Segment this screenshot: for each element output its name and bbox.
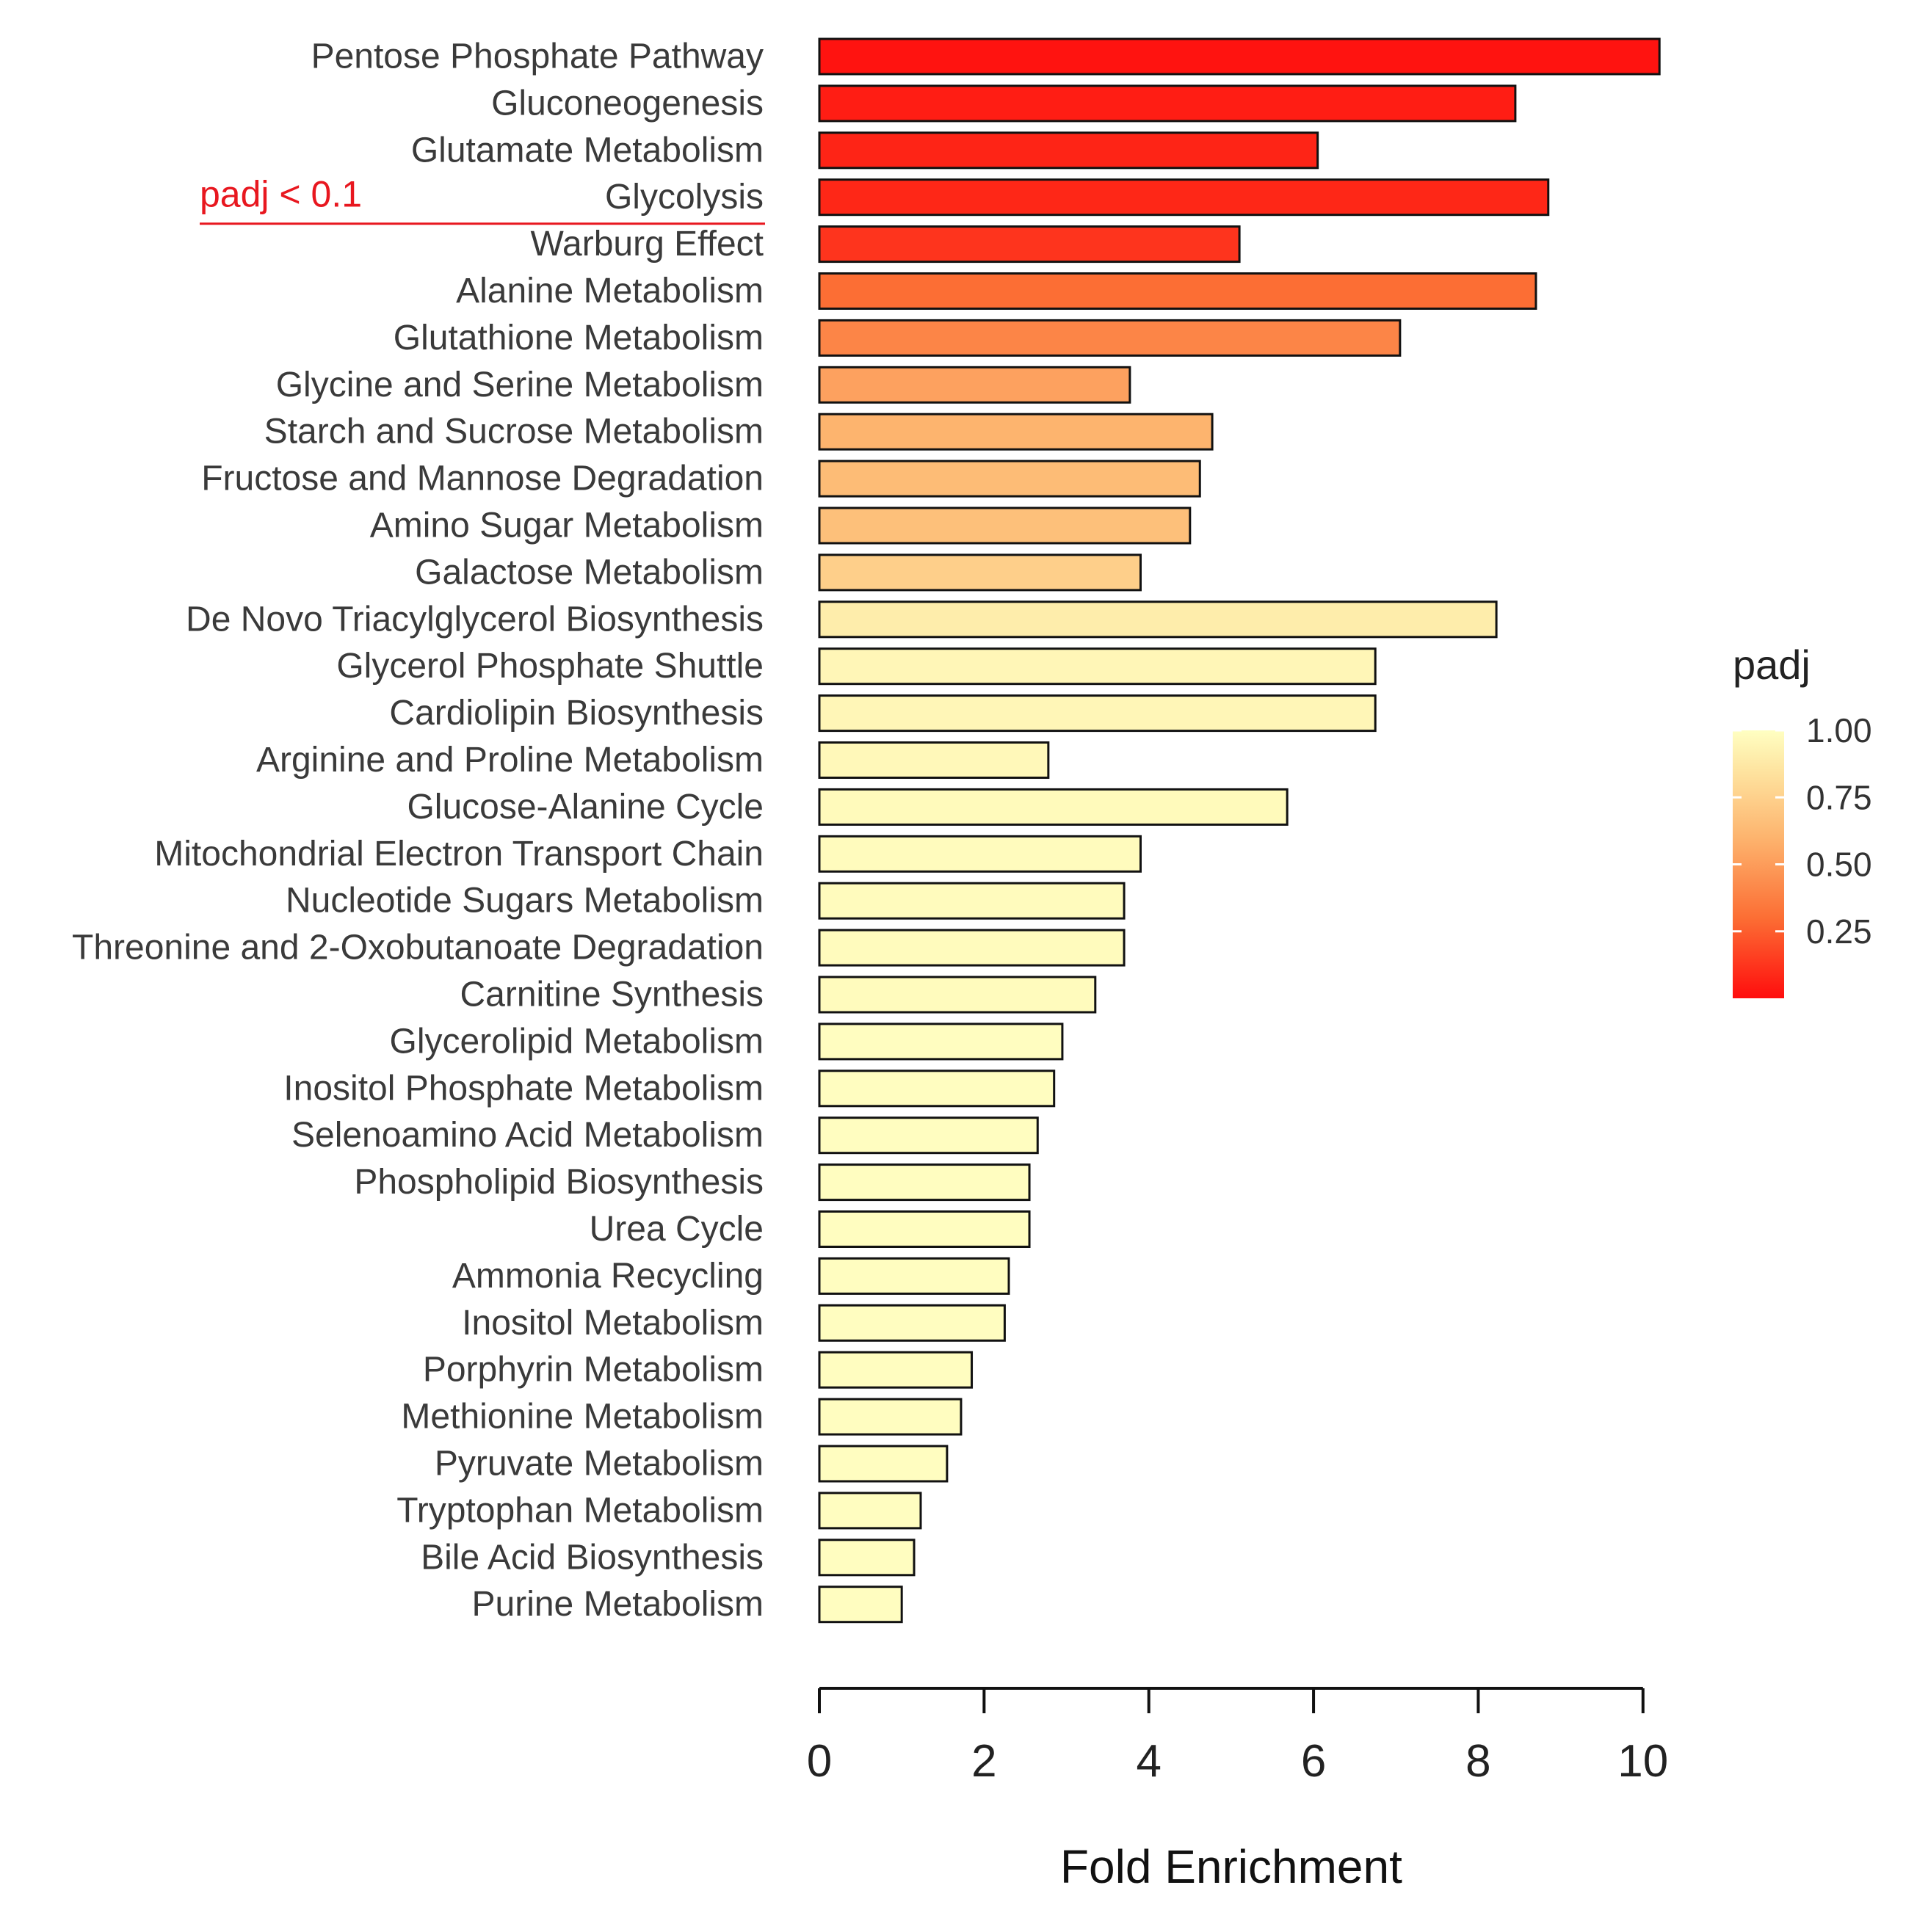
bar	[818, 413, 1214, 451]
bar	[818, 1351, 974, 1389]
x-tick-label: 4	[1136, 1736, 1161, 1787]
bar	[818, 1304, 1006, 1342]
bars	[818, 37, 1661, 1624]
category-label: Glycerolipid Metabolism	[389, 1022, 764, 1061]
bar	[818, 788, 1289, 826]
bar	[818, 600, 1498, 639]
bar	[818, 319, 1402, 357]
x-axis: 0 2 4 6 8 10	[807, 1687, 1668, 1787]
category-label: Glycolysis	[605, 178, 764, 217]
category-label: Pyruvate Metabolism	[435, 1445, 764, 1484]
bar	[818, 131, 1319, 170]
category-label: Cardiolipin Biosynthesis	[389, 694, 764, 733]
legend-tick-label: 1.00	[1806, 711, 1872, 749]
category-label: Mitochondrial Electron Transport Chain	[154, 835, 764, 874]
bar	[818, 272, 1537, 310]
category-label: Glutamate Metabolism	[411, 131, 764, 170]
category-label: Inositol Metabolism	[462, 1304, 764, 1343]
bar	[818, 366, 1131, 404]
category-label: Pentose Phosphate Pathway	[311, 37, 764, 76]
bar	[818, 694, 1377, 733]
x-axis-title: Fold Enrichment	[1060, 1840, 1402, 1893]
category-label: Glutathione Metabolism	[394, 319, 764, 357]
bar	[818, 1586, 903, 1624]
category-label: Purine Metabolism	[472, 1585, 764, 1624]
category-label: Warburg Effect	[531, 225, 764, 264]
bar	[818, 1023, 1064, 1061]
category-label: Methionine Metabolism	[401, 1398, 764, 1437]
category-label: Galactose Metabolism	[415, 553, 764, 592]
bar	[818, 741, 1050, 779]
category-label: Fructose and Mannose Degradation	[201, 460, 764, 498]
bar	[818, 1163, 1031, 1202]
category-label: Alanine Metabolism	[456, 272, 764, 310]
category-label: Ammonia Recycling	[452, 1257, 764, 1296]
bar	[818, 835, 1142, 873]
x-tick-label: 2	[971, 1736, 996, 1787]
bar	[818, 506, 1192, 545]
legend-tick-label: 0.25	[1806, 912, 1872, 951]
category-label: Gluconeogenesis	[491, 84, 764, 123]
bar	[818, 882, 1126, 920]
bar	[818, 647, 1377, 686]
x-tick-label: 10	[1617, 1736, 1668, 1787]
bar	[818, 976, 1097, 1014]
category-labels: Pentose Phosphate Pathway Gluconeogenesis…	[72, 37, 764, 1624]
bar	[818, 37, 1661, 76]
category-label: Porphyrin Metabolism	[423, 1351, 764, 1390]
category-label: Tryptophan Metabolism	[396, 1491, 764, 1530]
x-tick-label: 6	[1301, 1736, 1326, 1787]
bar	[818, 1445, 949, 1483]
category-label: Glycine and Serine Metabolism	[276, 366, 764, 404]
category-label: Bile Acid Biosynthesis	[421, 1538, 764, 1577]
category-label: Glycerol Phosphate Shuttle	[336, 647, 764, 686]
category-label: Arginine and Proline Metabolism	[256, 741, 764, 780]
padj-threshold-annotation: padj < 0.1	[200, 174, 362, 215]
category-label: Glucose-Alanine Cycle	[407, 788, 764, 827]
category-label: Selenoamino Acid Metabolism	[291, 1116, 764, 1155]
bar	[818, 178, 1550, 217]
bar	[818, 553, 1142, 592]
bar	[818, 1257, 1010, 1295]
x-tick-label: 0	[807, 1736, 832, 1787]
category-label: De Novo Triacylglycerol Biosynthesis	[186, 600, 764, 639]
bar	[818, 460, 1201, 498]
legend-tick-label: 0.75	[1806, 778, 1872, 816]
category-label: Phospholipid Biosynthesis	[354, 1163, 764, 1202]
annotation-group: padj < 0.1	[200, 174, 765, 225]
bar	[818, 1116, 1039, 1155]
legend-title: padj	[1733, 642, 1811, 688]
category-label: Amino Sugar Metabolism	[370, 506, 764, 545]
bar	[818, 1398, 963, 1436]
bar	[818, 84, 1517, 123]
bar	[818, 1539, 916, 1577]
category-label: Starch and Sucrose Metabolism	[264, 413, 764, 451]
legend: padj 1.00 0.75 0.50 0.25	[1733, 642, 1872, 998]
category-label: Urea Cycle	[590, 1210, 764, 1249]
category-label: Threonine and 2-Oxobutanoate Degradation	[72, 929, 764, 967]
bar	[818, 225, 1241, 264]
x-tick-label: 8	[1465, 1736, 1490, 1787]
category-label: Carnitine Synthesis	[460, 976, 764, 1014]
category-label: Nucleotide Sugars Metabolism	[286, 882, 764, 920]
bar	[818, 929, 1126, 967]
legend-tick-label: 0.50	[1806, 846, 1872, 884]
bar	[818, 1070, 1056, 1108]
category-label: Inositol Phosphate Metabolism	[283, 1069, 764, 1108]
bar	[818, 1210, 1031, 1248]
bar	[818, 1492, 922, 1530]
